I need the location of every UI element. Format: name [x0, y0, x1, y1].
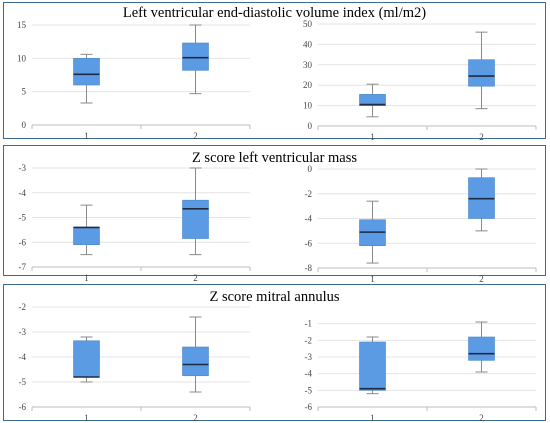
- y-tick-label: 0: [22, 120, 27, 130]
- y-tick-label: -5: [19, 377, 27, 387]
- y-tick-label: 0: [308, 121, 313, 131]
- y-tick-label: 40: [303, 39, 313, 49]
- y-tick-label: -6: [305, 402, 313, 412]
- y-tick-label: -5: [305, 385, 313, 395]
- y-tick-label: -3: [19, 327, 27, 337]
- y-tick-label: -2: [305, 335, 313, 345]
- y-tick-label: 10: [17, 53, 27, 63]
- x-tick-label: 1: [84, 413, 89, 423]
- box-iqr: [359, 341, 386, 391]
- box-iqr: [73, 340, 100, 378]
- box-iqr: [182, 42, 209, 71]
- y-tick-label: -1: [305, 319, 313, 329]
- panel-title: Left ventricular end-diastolic volume in…: [122, 5, 427, 21]
- box-iqr: [73, 227, 100, 246]
- x-tick-label: 1: [84, 273, 89, 283]
- panel-title: Z score left ventricular mass: [191, 150, 358, 166]
- x-tick-label: 1: [370, 274, 375, 284]
- y-tick-label: -7: [19, 262, 27, 272]
- y-tick-label: -4: [305, 214, 313, 224]
- chart-2: -7 -6 -5 -4 -3 1 2: [19, 163, 251, 283]
- x-tick-label: 2: [193, 413, 198, 423]
- box-iqr: [468, 336, 495, 361]
- chart-1: 0 10 20 30 40 50 1 2: [303, 19, 537, 142]
- box-iqr: [468, 59, 495, 87]
- y-tick-label: -3: [19, 163, 27, 173]
- y-tick-label: 20: [303, 80, 313, 90]
- x-tick-label: 2: [479, 132, 484, 142]
- x-tick-label: 2: [479, 274, 484, 284]
- y-tick-label: -4: [19, 188, 27, 198]
- box-iqr: [182, 346, 209, 377]
- chart-4: -6 -5 -4 -3 -2 1 2: [19, 302, 251, 423]
- x-tick-label: 2: [193, 131, 198, 141]
- box-iqr: [182, 199, 209, 239]
- y-tick-label: -5: [19, 213, 27, 223]
- y-tick-label: 10: [303, 101, 313, 111]
- y-tick-label: -4: [305, 369, 313, 379]
- y-tick-label: 0: [308, 164, 313, 174]
- y-tick-label: -2: [19, 302, 27, 312]
- y-tick-label: -6: [305, 238, 313, 248]
- y-tick-label: -6: [19, 402, 27, 412]
- x-tick-label: 1: [370, 132, 375, 142]
- box-iqr: [359, 94, 386, 106]
- x-tick-label: 1: [370, 413, 375, 423]
- chart-0: 0 5 10 15 1 2: [17, 20, 251, 141]
- y-tick-label: -6: [19, 237, 27, 247]
- x-tick-label: 2: [479, 413, 484, 423]
- y-tick-label: 5: [22, 87, 27, 97]
- y-tick-label: -2: [305, 189, 313, 199]
- x-tick-label: 1: [84, 131, 89, 141]
- box-iqr: [73, 58, 100, 86]
- y-tick-label: -3: [305, 352, 313, 362]
- chart-3: -8 -6 -4 -2 0 1 2: [305, 164, 537, 284]
- chart-5: -6 -5 -4 -3 -2 -1 1 2: [305, 319, 537, 423]
- x-tick-label: 2: [193, 273, 198, 283]
- y-tick-label: -4: [19, 352, 27, 362]
- y-tick-label: -8: [305, 263, 313, 273]
- y-tick-label: 30: [303, 60, 313, 70]
- panel-lv-mass: Z score left ventricular mass: [3, 145, 546, 276]
- panel-title: Z score mitral annulus: [209, 289, 340, 305]
- y-tick-label: 15: [17, 20, 27, 30]
- y-tick-label: 50: [303, 19, 313, 29]
